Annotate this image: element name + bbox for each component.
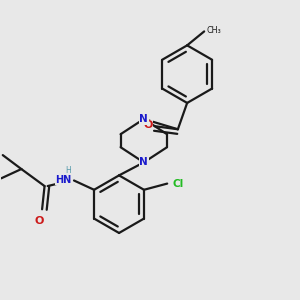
Text: N: N [61, 175, 69, 185]
Text: CH₃: CH₃ [207, 26, 221, 35]
Text: H: H [65, 166, 70, 175]
Text: O: O [34, 216, 44, 226]
Text: N: N [140, 158, 148, 167]
Text: HN: HN [55, 175, 71, 185]
Text: O: O [143, 120, 152, 130]
Text: Cl: Cl [173, 178, 184, 189]
Text: N: N [140, 114, 148, 124]
Text: H: H [63, 176, 69, 184]
